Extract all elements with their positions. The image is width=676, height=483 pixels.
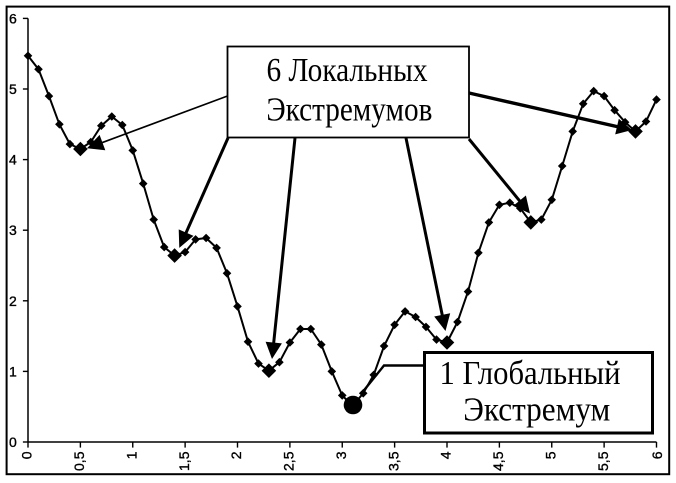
svg-text:5: 5 xyxy=(9,81,17,97)
svg-text:6: 6 xyxy=(9,10,17,26)
svg-text:6: 6 xyxy=(649,451,665,459)
svg-text:2: 2 xyxy=(9,293,17,309)
svg-text:5: 5 xyxy=(542,451,558,459)
svg-text:3: 3 xyxy=(9,222,17,238)
svg-text:0,5: 0,5 xyxy=(71,451,87,471)
svg-text:3,5: 3,5 xyxy=(385,451,401,471)
svg-text:6 Локальных: 6 Локальных xyxy=(267,52,428,89)
svg-text:Экстремум: Экстремум xyxy=(463,391,610,428)
svg-text:5,5: 5,5 xyxy=(595,451,611,471)
svg-text:3: 3 xyxy=(333,451,349,459)
svg-text:1: 1 xyxy=(9,363,17,379)
svg-text:2,5: 2,5 xyxy=(281,451,297,471)
svg-text:1: 1 xyxy=(123,451,139,459)
svg-text:0: 0 xyxy=(9,434,17,450)
svg-text:4,5: 4,5 xyxy=(490,451,506,471)
svg-text:Экстремумов: Экстремумов xyxy=(266,92,432,129)
svg-text:4: 4 xyxy=(438,451,454,459)
svg-text:1 Глобальный: 1 Глобальный xyxy=(440,355,621,392)
svg-text:4: 4 xyxy=(9,152,17,168)
svg-text:2: 2 xyxy=(228,451,244,459)
svg-text:0: 0 xyxy=(19,451,35,459)
svg-text:1,5: 1,5 xyxy=(176,451,192,471)
